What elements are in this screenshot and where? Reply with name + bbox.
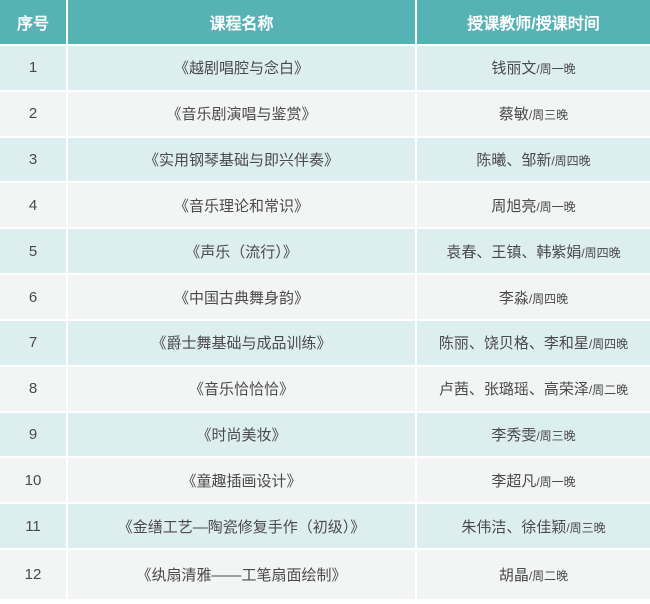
teacher-time-cell: 周旭亮/周一晚 (415, 181, 650, 228)
course-name-cell: 《音乐恰恰恰》 (66, 364, 415, 411)
teacher-names: 钱丽文 (491, 60, 537, 78)
class-time: /周三晚 (536, 429, 576, 444)
row-number-cell: 7 (0, 318, 66, 365)
class-time: /周一晚 (536, 62, 576, 77)
table-row: 2 《音乐剧演唱与鉴赏》 蔡敏/周三晚 (0, 89, 650, 136)
course-name-cell: 《爵士舞基础与成品训练》 (66, 318, 415, 365)
table-row: 10 《童趣插画设计》 李超凡/周一晚 (0, 456, 650, 503)
class-time: /周一晚 (536, 474, 576, 489)
course-name-cell: 《纨扇清雅——工笔扇面绘制》 (66, 548, 415, 604)
course-name-cell: 《金缮工艺—陶瓷修复手作（初级）》 (66, 502, 415, 549)
course-name-cell: 《实用钢琴基础与即兴伴奏》 (66, 135, 415, 182)
table-row: 4 《音乐理论和常识》 周旭亮/周一晚 (0, 181, 650, 228)
teacher-time-cell: 卢茜、张璐瑶、高荣泽/周二晚 (415, 364, 650, 411)
course-name-cell: 《音乐剧演唱与鉴赏》 (66, 89, 415, 136)
course-name-cell: 《中国古典舞身韵》 (66, 273, 415, 319)
teacher-names: 朱伟洁、徐佳颖 (461, 518, 567, 536)
table-body: 1 《越剧唱腔与念白》 钱丽文/周一晚 2 《音乐剧演唱与鉴赏》 蔡敏/周三晚 3 《实用钢琴… (0, 44, 650, 604)
class-time: /周四晚 (528, 291, 569, 306)
teacher-time-cell: 胡晶/周二晚 (415, 548, 650, 604)
row-number-cell: 12 (0, 548, 66, 604)
teacher-time-cell: 李秀雯/周三晚 (415, 410, 650, 457)
header-cell-course: 课程名称 (66, 0, 415, 44)
row-number-cell: 10 (0, 456, 66, 503)
class-time: /周四晚 (581, 245, 621, 260)
header-cell-number: 序号 (0, 0, 66, 44)
row-number-cell: 11 (0, 502, 66, 549)
class-time: /周二晚 (588, 383, 629, 398)
teacher-time-cell: 袁春、王镇、韩紫娟/周四晚 (415, 227, 650, 274)
class-time: /周三晚 (528, 108, 569, 123)
row-number-cell: 8 (0, 364, 66, 411)
teacher-time-cell: 李淼/周四晚 (415, 273, 650, 319)
course-name-cell: 《越剧唱腔与念白》 (66, 44, 415, 90)
teacher-names: 袁春、王镇、韩紫娟 (446, 243, 582, 261)
table-row: 3 《实用钢琴基础与即兴伴奏》 陈曦、邹新/周四晚 (0, 135, 650, 182)
teacher-time-cell: 蔡敏/周三晚 (415, 89, 650, 136)
table-row: 1 《越剧唱腔与念白》 钱丽文/周一晚 (0, 44, 650, 90)
row-number-cell: 3 (0, 135, 66, 182)
table-row: 12 《纨扇清雅——工笔扇面绘制》 胡晶/周二晚 (0, 548, 650, 604)
row-number-cell: 6 (0, 273, 66, 319)
row-number-cell: 4 (0, 181, 66, 228)
course-name-cell: 《音乐理论和常识》 (66, 181, 415, 228)
table-row: 11 《金缮工艺—陶瓷修复手作（初级）》 朱伟洁、徐佳颖/周三晚 (0, 502, 650, 549)
table-row: 7 《爵士舞基础与成品训练》 陈丽、饶贝格、李和星/周四晚 (0, 318, 650, 365)
row-number-cell: 1 (0, 44, 66, 90)
teacher-time-cell: 李超凡/周一晚 (415, 456, 650, 503)
teacher-time-cell: 陈丽、饶贝格、李和星/周四晚 (415, 318, 650, 365)
teacher-names: 李秀雯 (491, 427, 537, 445)
header-cell-teacher: 授课教师/授课时间 (415, 0, 650, 44)
course-name-cell: 《时尚美妆》 (66, 410, 415, 457)
teacher-names: 蔡敏 (498, 106, 529, 124)
teacher-time-cell: 朱伟洁、徐佳颖/周三晚 (415, 502, 650, 549)
course-name-cell: 《童趣插画设计》 (66, 456, 415, 503)
teacher-names: 李超凡 (491, 472, 537, 490)
table-row: 6 《中国古典舞身韵》 李淼/周四晚 (0, 273, 650, 319)
teacher-names: 陈丽、饶贝格、李和星 (438, 335, 589, 353)
header-row: 序号 课程名称 授课教师/授课时间 (0, 0, 650, 44)
teacher-time-cell: 陈曦、邹新/周四晚 (415, 135, 650, 182)
table-row: 9 《时尚美妆》 李秀雯/周三晚 (0, 410, 650, 457)
teacher-names: 卢茜、张璐瑶、高荣泽 (438, 381, 589, 399)
row-number-cell: 5 (0, 227, 66, 274)
class-time: /周四晚 (588, 337, 629, 352)
class-time: /周二晚 (528, 569, 569, 584)
teacher-names: 李淼 (498, 289, 529, 307)
row-number-cell: 9 (0, 410, 66, 457)
class-time: /周一晚 (536, 199, 576, 214)
teacher-names: 周旭亮 (491, 197, 537, 215)
class-time: /周四晚 (551, 154, 591, 169)
table-row: 8 《音乐恰恰恰》 卢茜、张璐瑶、高荣泽/周二晚 (0, 364, 650, 411)
table-header: 序号 课程名称 授课教师/授课时间 (0, 0, 650, 44)
row-number-cell: 2 (0, 89, 66, 136)
teacher-time-cell: 钱丽文/周一晚 (415, 44, 650, 90)
teacher-names: 胡晶 (498, 567, 529, 585)
table-row: 5 《声乐（流行）》 袁春、王镇、韩紫娟/周四晚 (0, 227, 650, 274)
teacher-names: 陈曦、邹新 (476, 152, 552, 170)
class-time: /周三晚 (566, 520, 606, 535)
course-name-cell: 《声乐（流行）》 (66, 227, 415, 274)
